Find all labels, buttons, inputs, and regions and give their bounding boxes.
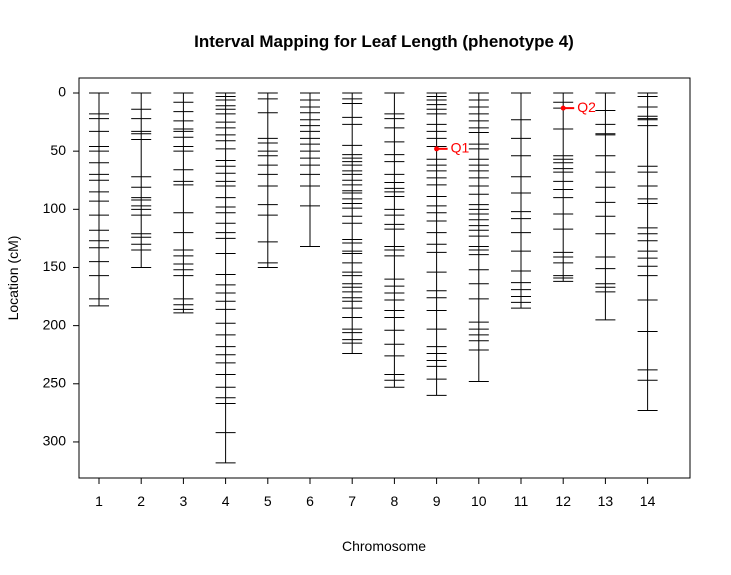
chromosome-9	[426, 92, 447, 396]
x-tick-label: 5	[264, 493, 272, 509]
chromosome-1	[89, 92, 109, 307]
qtl-point	[560, 105, 566, 111]
chromosome-2	[131, 92, 152, 268]
qtl-Q1: Q1	[434, 140, 469, 156]
y-axis: 0 50 100 150 200 250 300	[43, 84, 79, 449]
x-tick-label: 8	[391, 493, 399, 509]
x-tick-label: 11	[514, 493, 529, 509]
y-tick-label: 100	[43, 200, 67, 216]
y-tick-label: 50	[50, 142, 66, 158]
chromosome-5	[257, 92, 278, 268]
x-tick-label: 9	[433, 493, 441, 509]
x-axis: 1 2 3 4 5 6 7 8 9 10 11 12 13 14	[95, 478, 656, 509]
y-tick-label: 200	[43, 316, 67, 332]
chromosome-layer	[89, 92, 658, 464]
x-axis-label: Chromosome	[342, 538, 426, 554]
chart-title: Interval Mapping for Leaf Length (phenot…	[194, 32, 574, 51]
x-tick-label: 4	[222, 493, 230, 509]
x-tick-label: 3	[180, 493, 188, 509]
x-tick-label: 7	[348, 493, 356, 509]
qtl-Q2: Q2	[560, 99, 596, 115]
x-tick-label: 14	[640, 493, 656, 509]
x-tick-label: 1	[95, 493, 103, 509]
chromosome-6	[300, 92, 320, 248]
y-axis-label: Location (cM)	[5, 236, 21, 321]
chromosome-8	[384, 92, 405, 388]
chromosome-13	[595, 92, 616, 321]
x-tick-label: 12	[555, 493, 571, 509]
x-tick-label: 13	[598, 493, 614, 509]
y-tick-label: 300	[43, 433, 67, 449]
chromosome-7	[342, 92, 363, 355]
qtl-layer: Q1 Q2	[434, 99, 596, 156]
y-tick-label: 150	[43, 258, 67, 274]
chromosome-4	[215, 92, 236, 464]
x-tick-label: 2	[137, 493, 145, 509]
y-tick-label: 0	[58, 84, 66, 100]
chromosome-14	[637, 92, 658, 412]
qtl-label: Q1	[451, 140, 470, 156]
chromosome-11	[511, 92, 531, 309]
x-tick-label: 10	[471, 493, 487, 509]
qtl-point	[434, 146, 440, 152]
qtl-label: Q2	[577, 99, 596, 115]
chromosome-10	[468, 92, 489, 382]
y-tick-label: 250	[43, 374, 67, 390]
x-tick-label: 6	[306, 493, 314, 509]
chromosome-3	[173, 92, 194, 314]
plot-frame	[78, 77, 691, 479]
